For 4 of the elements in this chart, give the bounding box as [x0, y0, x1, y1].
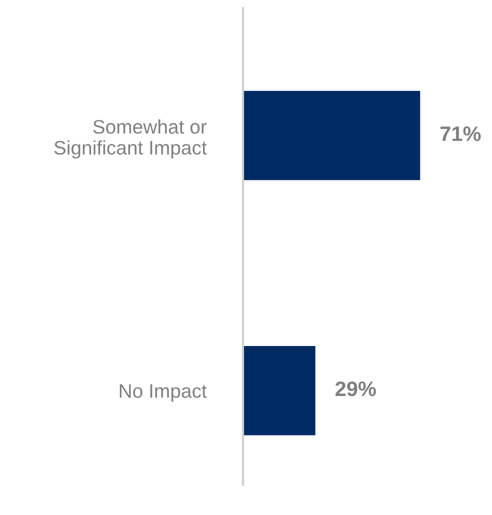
y-tick-label: Somewhat or Significant Impact: [54, 119, 207, 158]
y-tick-label: No Impact: [120, 384, 207, 402]
data-label: 29%: [336, 381, 376, 396]
data-label: 71%: [440, 126, 481, 142]
